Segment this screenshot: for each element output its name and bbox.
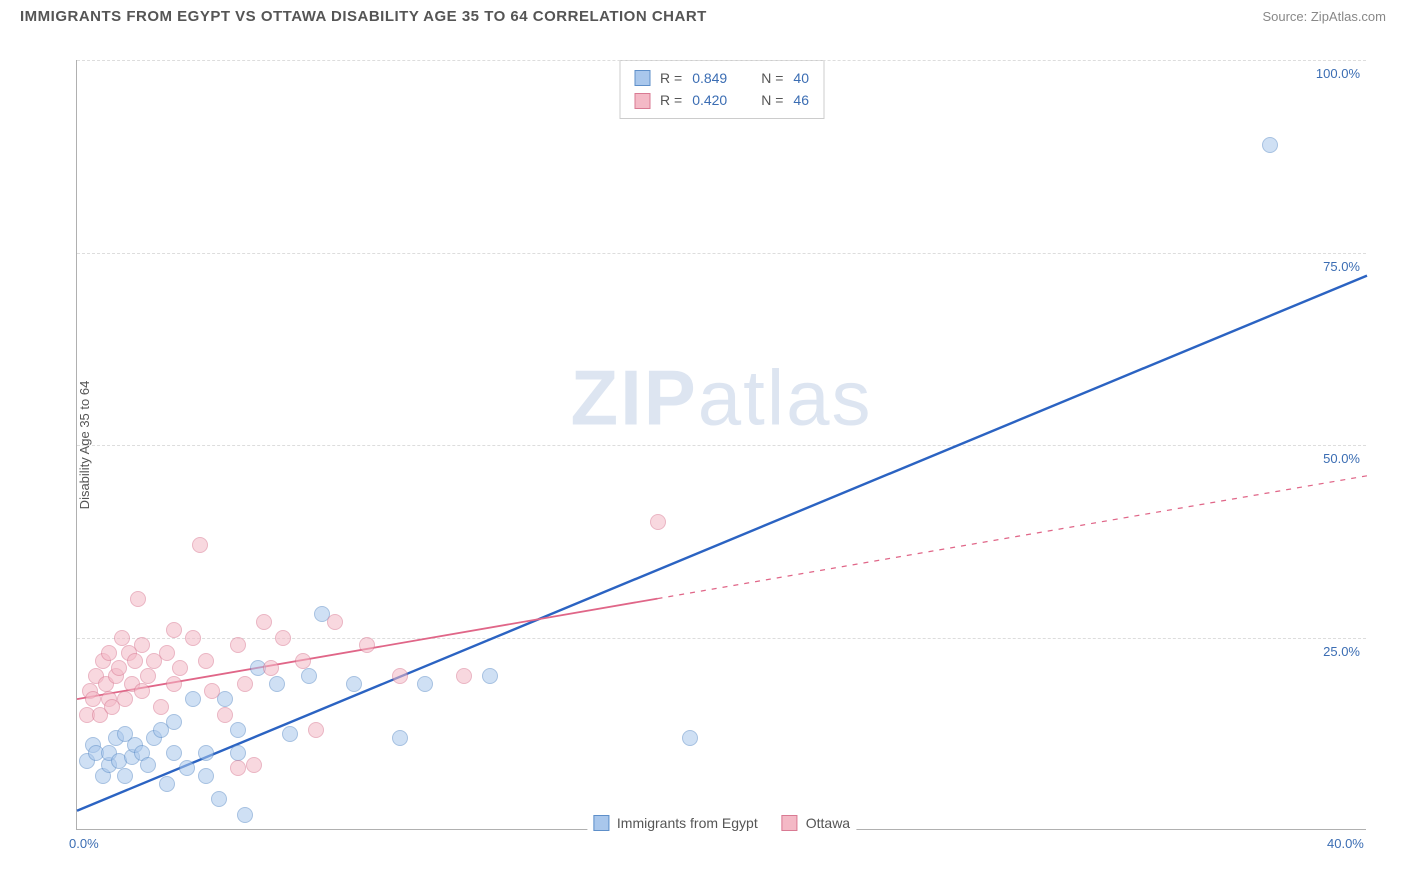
source-attribution: Source: ZipAtlas.com	[1262, 9, 1386, 24]
scatter-point	[166, 714, 182, 730]
x-tick-label: 0.0%	[69, 836, 99, 851]
scatter-point	[185, 630, 201, 646]
scatter-point	[211, 791, 227, 807]
x-tick-label: 40.0%	[1327, 836, 1364, 851]
scatter-point	[650, 514, 666, 530]
scatter-point	[456, 668, 472, 684]
scatter-point	[140, 757, 156, 773]
scatter-point	[101, 645, 117, 661]
legend-swatch	[634, 93, 650, 109]
scatter-point	[269, 676, 285, 692]
scatter-point	[1262, 137, 1278, 153]
scatter-point	[246, 757, 262, 773]
scatter-point	[159, 645, 175, 661]
scatter-point	[417, 676, 433, 692]
legend-r-label: R =	[660, 89, 682, 111]
trendline-dashed	[658, 476, 1368, 599]
legend-r-value: 0.420	[692, 89, 727, 111]
legend-top-row: R = 0.420 N = 46	[634, 89, 809, 111]
legend-n-value: 46	[793, 89, 809, 111]
legend-n-label: N =	[761, 89, 783, 111]
scatter-point	[230, 760, 246, 776]
legend-swatch	[593, 815, 609, 831]
y-tick-label: 50.0%	[1323, 451, 1360, 466]
scatter-point	[217, 707, 233, 723]
scatter-point	[134, 683, 150, 699]
legend-swatch	[782, 815, 798, 831]
scatter-point	[127, 653, 143, 669]
series-legend: Immigrants from Egypt Ottawa	[587, 813, 856, 833]
gridline-h	[77, 638, 1366, 639]
scatter-point	[117, 691, 133, 707]
scatter-point	[192, 537, 208, 553]
scatter-point	[166, 745, 182, 761]
scatter-point	[134, 637, 150, 653]
scatter-point	[159, 776, 175, 792]
scatter-point	[140, 668, 156, 684]
legend-n-label: N =	[761, 67, 783, 89]
series-legend-item: Ottawa	[782, 815, 850, 831]
scatter-point	[166, 622, 182, 638]
scatter-point	[256, 614, 272, 630]
scatter-point	[301, 668, 317, 684]
scatter-point	[166, 676, 182, 692]
legend-r-label: R =	[660, 67, 682, 89]
scatter-point	[275, 630, 291, 646]
scatter-point	[198, 768, 214, 784]
gridline-h	[77, 60, 1366, 61]
scatter-point	[230, 745, 246, 761]
legend-swatch	[634, 70, 650, 86]
scatter-point	[230, 722, 246, 738]
scatter-point	[392, 668, 408, 684]
y-tick-label: 100.0%	[1316, 66, 1360, 81]
series-legend-label: Immigrants from Egypt	[617, 815, 758, 831]
scatter-point	[482, 668, 498, 684]
correlation-legend: R = 0.849 N = 40 R = 0.420 N = 46	[619, 60, 824, 119]
watermark-zip: ZIP	[570, 354, 697, 442]
series-legend-label: Ottawa	[806, 815, 850, 831]
y-tick-label: 25.0%	[1323, 644, 1360, 659]
scatter-point	[117, 768, 133, 784]
scatter-point	[198, 745, 214, 761]
trendline-solid	[77, 276, 1367, 811]
scatter-point	[179, 760, 195, 776]
title-bar: IMMIGRANTS FROM EGYPT VS OTTAWA DISABILI…	[0, 0, 1406, 29]
watermark: ZIPatlas	[570, 353, 872, 444]
watermark-atlas: atlas	[698, 354, 873, 442]
chart-area: Disability Age 35 to 64 ZIPatlas R = 0.8…	[50, 50, 1380, 840]
scatter-point	[237, 807, 253, 823]
gridline-h	[77, 253, 1366, 254]
scatter-point	[85, 691, 101, 707]
scatter-point	[114, 630, 130, 646]
scatter-point	[392, 730, 408, 746]
legend-n-value: 40	[793, 67, 809, 89]
gridline-h	[77, 445, 1366, 446]
scatter-point	[185, 691, 201, 707]
scatter-point	[204, 683, 220, 699]
legend-top-row: R = 0.849 N = 40	[634, 67, 809, 89]
scatter-point	[237, 676, 253, 692]
scatter-point	[295, 653, 311, 669]
source-name: ZipAtlas.com	[1311, 9, 1386, 24]
scatter-point	[198, 653, 214, 669]
chart-title: IMMIGRANTS FROM EGYPT VS OTTAWA DISABILI…	[20, 8, 707, 25]
scatter-point	[172, 660, 188, 676]
plot-region: ZIPatlas R = 0.849N = 40R = 0.420N = 46 …	[76, 60, 1366, 830]
scatter-point	[346, 676, 362, 692]
scatter-point	[111, 660, 127, 676]
series-legend-item: Immigrants from Egypt	[593, 815, 758, 831]
scatter-point	[130, 591, 146, 607]
scatter-point	[359, 637, 375, 653]
scatter-point	[327, 614, 343, 630]
scatter-point	[263, 660, 279, 676]
scatter-point	[230, 637, 246, 653]
scatter-point	[282, 726, 298, 742]
scatter-point	[153, 699, 169, 715]
source-prefix: Source:	[1262, 9, 1310, 24]
legend-r-value: 0.849	[692, 67, 727, 89]
scatter-point	[682, 730, 698, 746]
y-tick-label: 75.0%	[1323, 259, 1360, 274]
scatter-point	[308, 722, 324, 738]
